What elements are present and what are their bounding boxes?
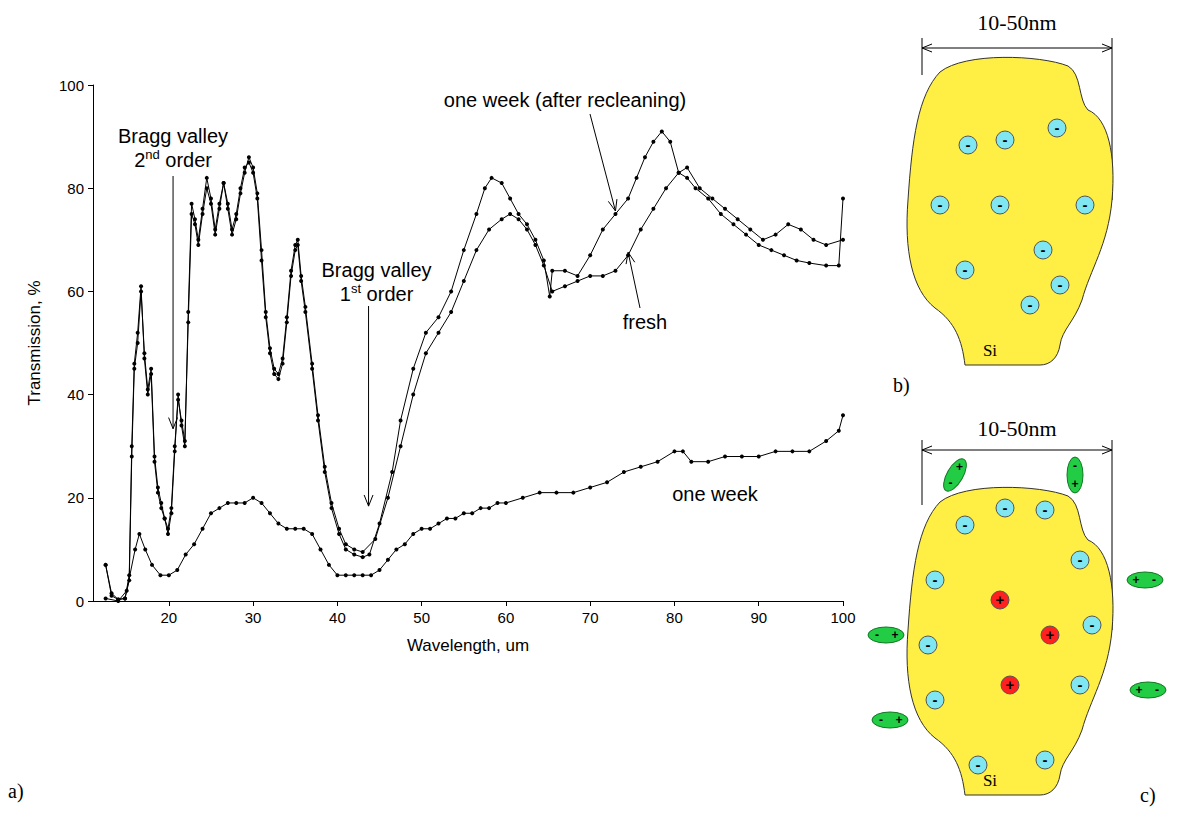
svg-text:-: -: [1078, 676, 1083, 693]
svg-text:-: -: [1090, 616, 1095, 633]
svg-text:Si: Si: [983, 771, 997, 790]
svg-text:100: 100: [59, 77, 84, 94]
svg-text:one week (after recleaning): one week (after recleaning): [444, 89, 686, 111]
svg-text:+: +: [891, 628, 898, 642]
svg-text:-: -: [1058, 276, 1063, 293]
svg-text:+: +: [956, 460, 963, 474]
svg-text:+: +: [996, 591, 1005, 608]
svg-text:Bragg valley: Bragg valley: [118, 125, 228, 147]
svg-text:Wavelength, um: Wavelength, um: [407, 636, 529, 655]
svg-text:20: 20: [67, 489, 84, 506]
svg-text:-: -: [1078, 551, 1083, 568]
svg-text:40: 40: [67, 386, 84, 403]
svg-text:-: -: [1083, 196, 1088, 213]
svg-text:60: 60: [67, 283, 84, 300]
svg-text:-: -: [1003, 499, 1008, 516]
svg-text:+: +: [1135, 683, 1142, 697]
svg-text:40: 40: [329, 609, 346, 626]
svg-text:30: 30: [245, 609, 262, 626]
svg-text:-: -: [963, 516, 968, 533]
svg-text:-: -: [1041, 241, 1046, 258]
svg-text:-: -: [966, 136, 971, 153]
svg-text:-: -: [926, 636, 931, 653]
svg-text:0: 0: [76, 593, 84, 610]
svg-text:-: -: [949, 476, 953, 490]
svg-text:-: -: [879, 713, 883, 727]
svg-text:+: +: [1132, 573, 1139, 587]
svg-text:1: 1: [340, 283, 351, 305]
svg-text:20: 20: [160, 609, 177, 626]
svg-text:50: 50: [413, 609, 430, 626]
svg-text:-: -: [1055, 119, 1060, 136]
svg-text:70: 70: [582, 609, 599, 626]
svg-text:+: +: [1046, 626, 1055, 643]
svg-text:-: -: [1043, 501, 1048, 518]
svg-text:80: 80: [67, 180, 84, 197]
svg-text:order: order: [160, 149, 213, 171]
svg-text:-: -: [933, 571, 938, 588]
svg-text:b): b): [893, 374, 910, 397]
svg-text:st: st: [351, 281, 362, 296]
svg-text:-: -: [1028, 296, 1033, 313]
svg-text:-: -: [1073, 459, 1077, 473]
svg-text:Transmission, %: Transmission, %: [25, 280, 44, 405]
svg-text:order: order: [361, 283, 414, 305]
svg-text:-: -: [938, 196, 943, 213]
svg-text:2: 2: [134, 149, 145, 171]
svg-text:90: 90: [750, 609, 767, 626]
svg-text:fresh: fresh: [623, 311, 667, 333]
svg-text:Bragg valley: Bragg valley: [322, 259, 432, 281]
svg-text:c): c): [1140, 784, 1156, 807]
svg-text:-: -: [1003, 131, 1008, 148]
svg-text:10-50nm: 10-50nm: [977, 10, 1056, 35]
svg-text:100: 100: [830, 609, 855, 626]
svg-text:-: -: [998, 196, 1003, 213]
svg-text:+: +: [1006, 676, 1015, 693]
svg-text:60: 60: [498, 609, 515, 626]
svg-text:-: -: [933, 691, 938, 708]
svg-text:10-50nm: 10-50nm: [977, 416, 1056, 441]
svg-text:Si: Si: [983, 341, 997, 360]
svg-text:-: -: [1155, 683, 1159, 697]
svg-text:one week: one week: [672, 483, 759, 505]
svg-text:-: -: [976, 756, 981, 773]
svg-text:-: -: [963, 261, 968, 278]
svg-text:-: -: [875, 628, 879, 642]
svg-text:-: -: [1152, 573, 1156, 587]
svg-text:a): a): [8, 780, 24, 803]
svg-text:nd: nd: [145, 147, 159, 162]
svg-text:+: +: [895, 713, 902, 727]
svg-text:80: 80: [666, 609, 683, 626]
svg-text:+: +: [1071, 477, 1078, 491]
svg-text:-: -: [1043, 751, 1048, 768]
